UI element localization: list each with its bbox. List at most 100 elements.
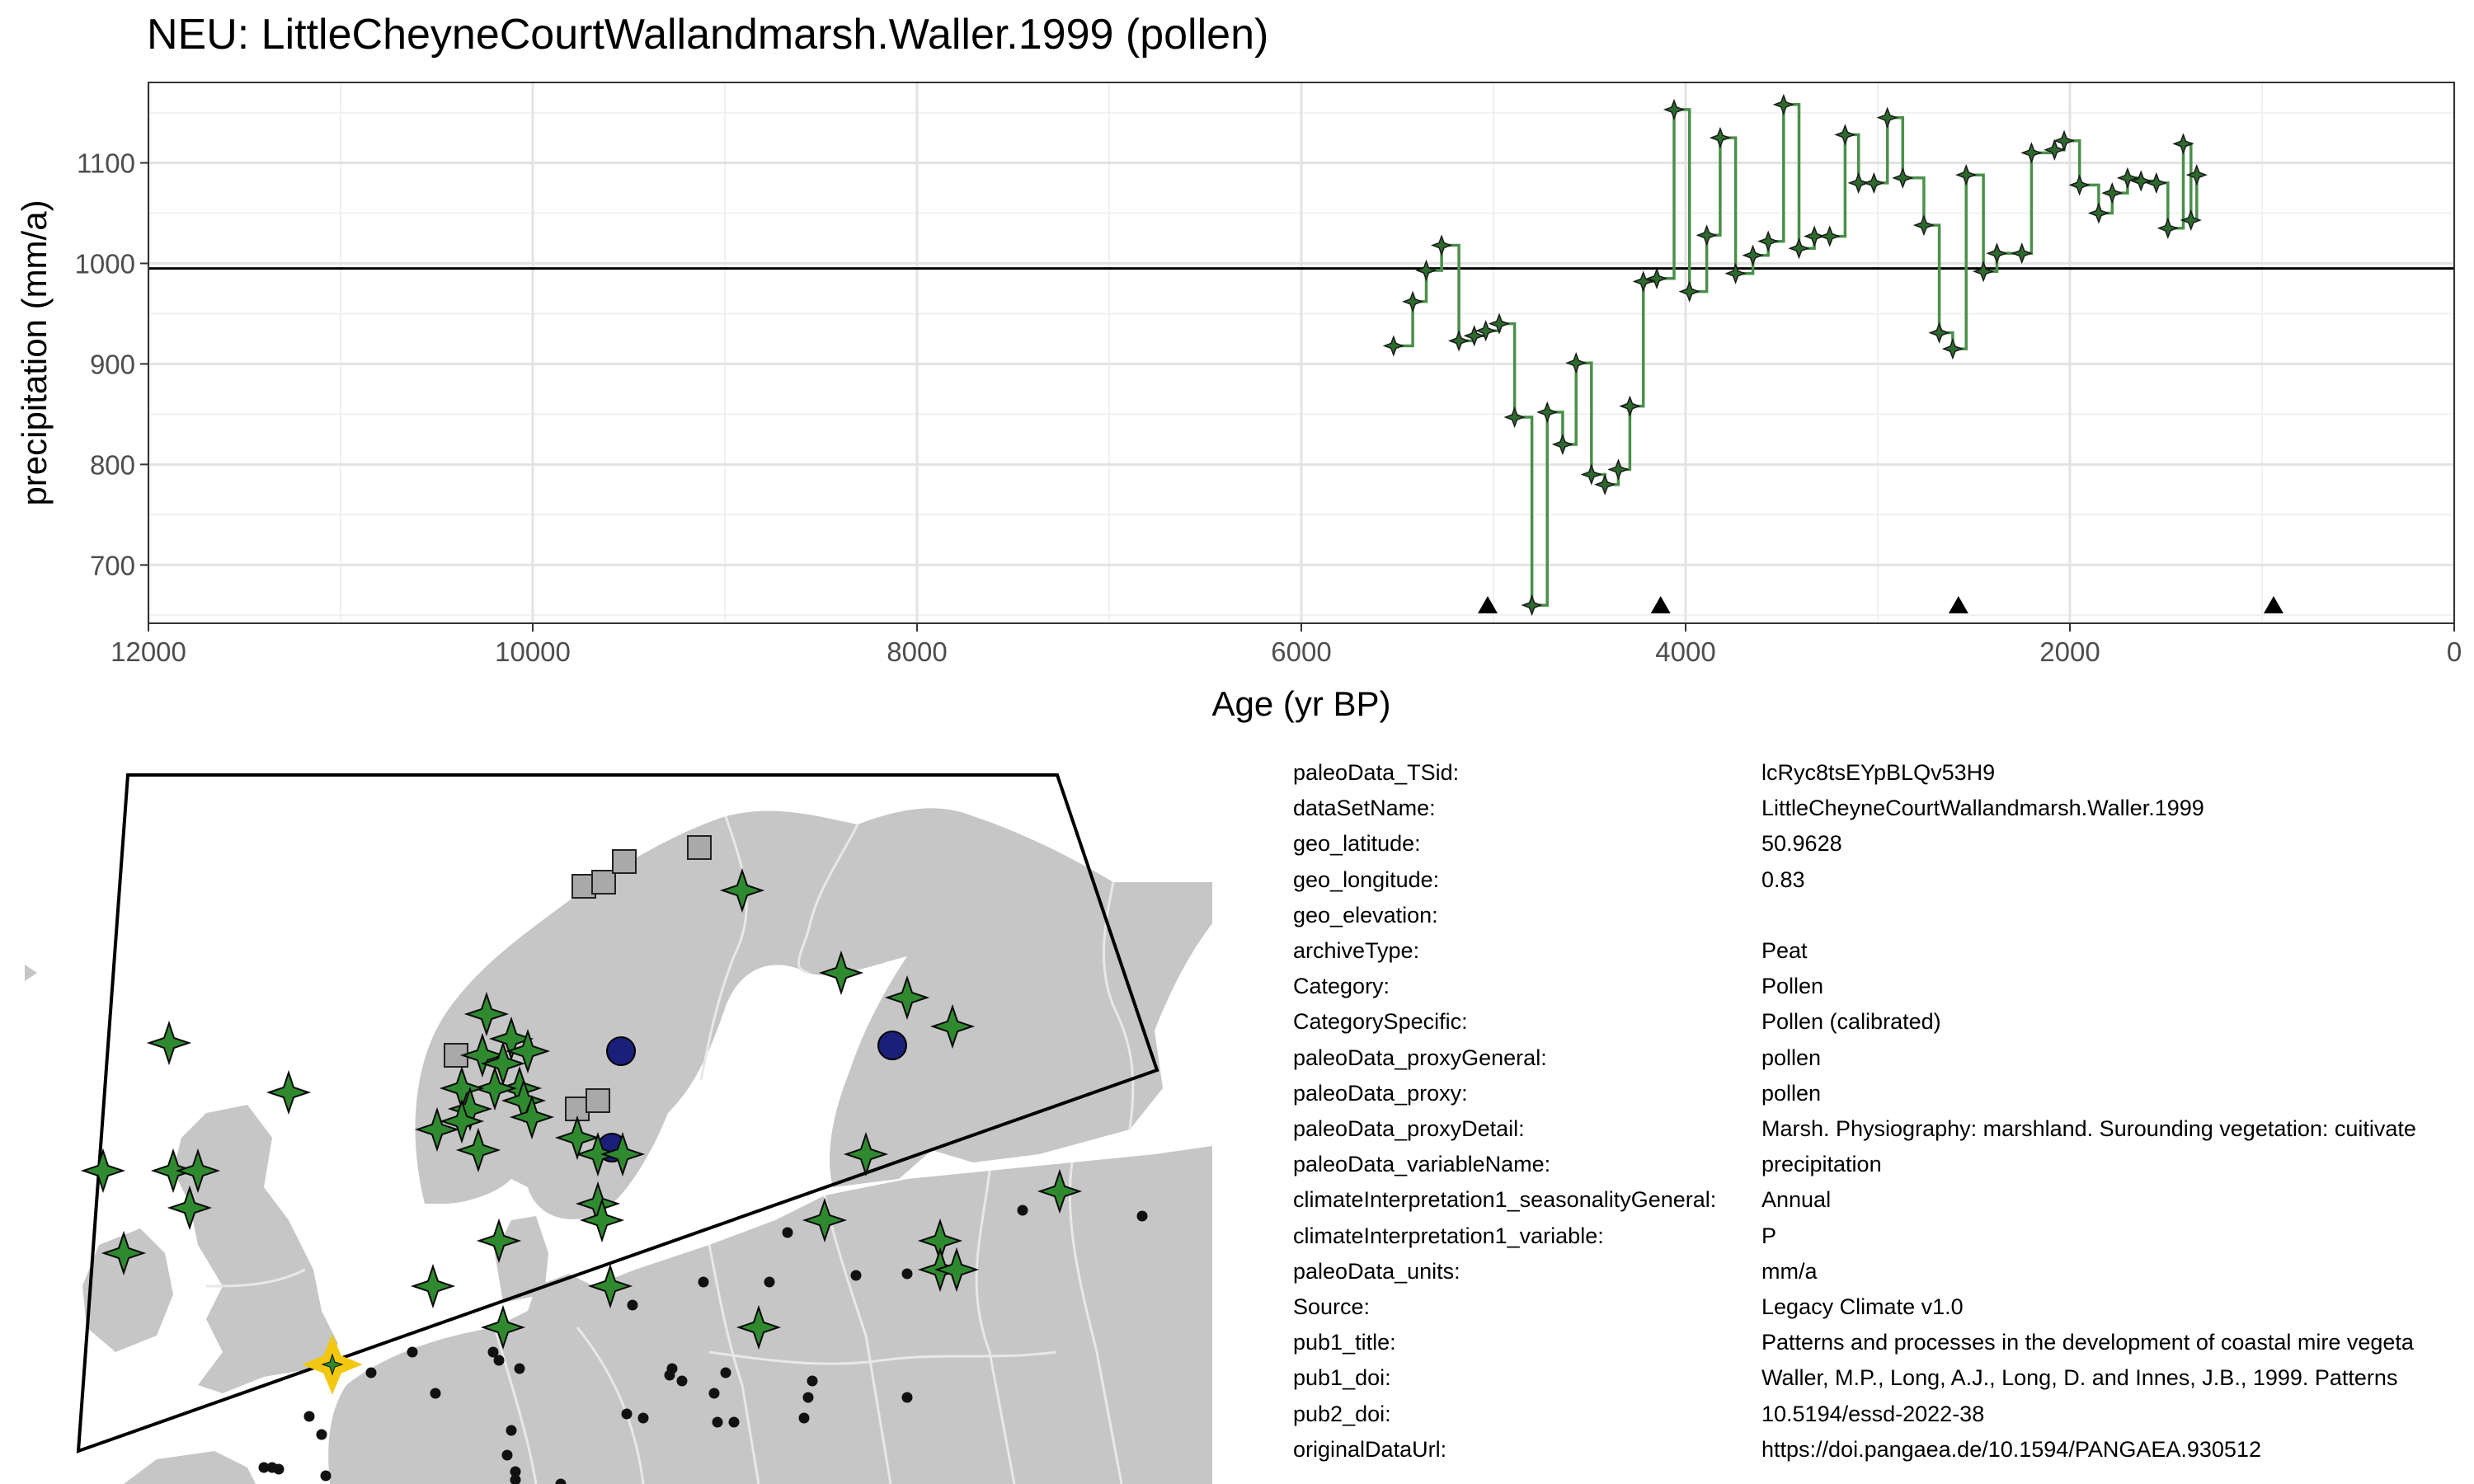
y-tick-label: 900 — [90, 349, 135, 379]
site-star — [843, 1131, 889, 1177]
data-point — [1565, 352, 1587, 374]
site-star — [101, 1230, 147, 1276]
metadata-value: Legacy Climate v1.0 — [1761, 1294, 1964, 1319]
site-map — [25, 773, 1212, 1484]
site-dot — [720, 1367, 731, 1378]
site-dot — [365, 1367, 377, 1378]
site-dot — [621, 1408, 633, 1420]
data-point — [1788, 237, 1810, 260]
data-point — [2172, 133, 2194, 155]
data-point — [1663, 98, 1686, 121]
data-point — [1941, 337, 1964, 360]
site-star — [934, 1247, 980, 1293]
data-point — [1678, 280, 1700, 303]
y-axis-title: precipitation (mm/a) — [15, 200, 54, 505]
site-dot — [258, 1462, 270, 1473]
site-dot — [514, 1363, 525, 1374]
spain-land — [124, 1451, 256, 1484]
metadata-key: originalDataUrl: — [1293, 1436, 1447, 1462]
metadata-value: Patterns and processes in the developmen… — [1761, 1330, 2414, 1355]
site-dot — [802, 1392, 814, 1403]
data-point — [1607, 458, 1630, 481]
site-dot — [901, 1392, 913, 1403]
borders — [205, 815, 1135, 1484]
site-star — [480, 1040, 526, 1087]
site-star — [476, 1218, 522, 1264]
chron-marker — [1478, 596, 1498, 613]
data-point — [1803, 225, 1826, 247]
metadata-key: paleoData_proxyDetail: — [1293, 1116, 1525, 1141]
site-star — [459, 1032, 506, 1078]
site-dot — [807, 1375, 818, 1387]
site-circle — [606, 1036, 636, 1066]
site-square — [591, 870, 616, 895]
metadata-value: pollen — [1761, 1080, 1822, 1106]
metadata-key: pub1_title: — [1293, 1330, 1396, 1355]
data-point — [2020, 142, 2043, 164]
data-point — [2157, 217, 2179, 239]
site-dot — [510, 1474, 521, 1484]
site-star — [929, 1003, 976, 1050]
x-tick-label: 2000 — [2039, 636, 2100, 667]
site-star — [146, 1020, 192, 1066]
metadata-value: pollen — [1761, 1045, 1822, 1070]
x-tick-label: 4000 — [1655, 636, 1715, 667]
metadata-value: Peat — [1761, 938, 1808, 963]
metadata-key: paleoData_variableName: — [1293, 1152, 1551, 1177]
data-point — [2180, 209, 2202, 232]
metadata-key: geo_elevation: — [1293, 902, 1438, 928]
metadata-key: paleoData_proxyGeneral: — [1293, 1045, 1547, 1070]
metadata-key: climateInterpretation1_variable: — [1293, 1223, 1604, 1248]
site-dot — [1136, 1210, 1148, 1222]
site-star — [884, 974, 930, 1021]
metadata-key: pub2_doi: — [1293, 1401, 1391, 1426]
site-star — [505, 1028, 551, 1074]
site-star — [167, 1185, 213, 1231]
jutland-land — [495, 1216, 548, 1303]
metadata-key: paleoData_TSid: — [1293, 760, 1460, 785]
data-point — [1521, 594, 1543, 617]
metadata-value: lcRyc8tsEYpBLQv53H9 — [1761, 760, 1996, 785]
data-point — [2011, 242, 2033, 265]
plot-grid — [147, 82, 2456, 623]
data-point — [2101, 181, 2124, 204]
site-dot — [303, 1411, 315, 1422]
site-dot — [708, 1388, 720, 1399]
site-square — [586, 1088, 610, 1113]
data-point — [1892, 167, 1914, 189]
site-star — [175, 1148, 221, 1194]
metadata-value: Marsh. Physiography: marshland. Suroundi… — [1761, 1116, 2416, 1141]
data-point — [1503, 406, 1526, 429]
data-point — [1955, 164, 1978, 186]
scandinavia-land — [415, 808, 1212, 1219]
data-point — [1475, 320, 1497, 342]
site-dot — [320, 1470, 332, 1482]
site-dot — [850, 1270, 862, 1281]
map-region-frame — [76, 773, 1159, 1453]
data-point — [2116, 167, 2139, 189]
x-axis-title: Age (yr BP) — [1211, 684, 1390, 723]
metadata-key: CategorySpecific: — [1293, 1009, 1468, 1035]
site-dot — [316, 1429, 327, 1440]
site-star — [439, 1098, 485, 1144]
metadata-panel: paleoData_TSid: lcRyc8tsEYpBLQv53H9 dataSe… — [1293, 760, 2474, 1477]
britain-land — [173, 1105, 338, 1393]
metadata-key: pub1_doi: — [1293, 1365, 1391, 1391]
metadata-key: dataSetName: — [1293, 796, 1436, 821]
site-dot — [627, 1299, 638, 1311]
x-tick-label: 10000 — [495, 636, 571, 667]
site-star — [455, 1127, 501, 1173]
site-square — [444, 1043, 468, 1068]
metadata-value: Waller, M.P., Long, A.J., Long, D. and I… — [1761, 1365, 2398, 1391]
metadata-value: 50.9628 — [1761, 831, 1842, 857]
metadata-value: Pollen — [1761, 974, 1824, 999]
site-star — [266, 1069, 312, 1115]
data-point — [1430, 234, 1453, 256]
site-dot — [798, 1412, 810, 1424]
data-point — [1632, 270, 1654, 293]
metadata-key: archiveType: — [1293, 938, 1420, 963]
site-star — [579, 1197, 625, 1243]
site-dot — [510, 1466, 521, 1477]
data-point — [1863, 171, 1885, 195]
data-point — [1551, 433, 1574, 456]
